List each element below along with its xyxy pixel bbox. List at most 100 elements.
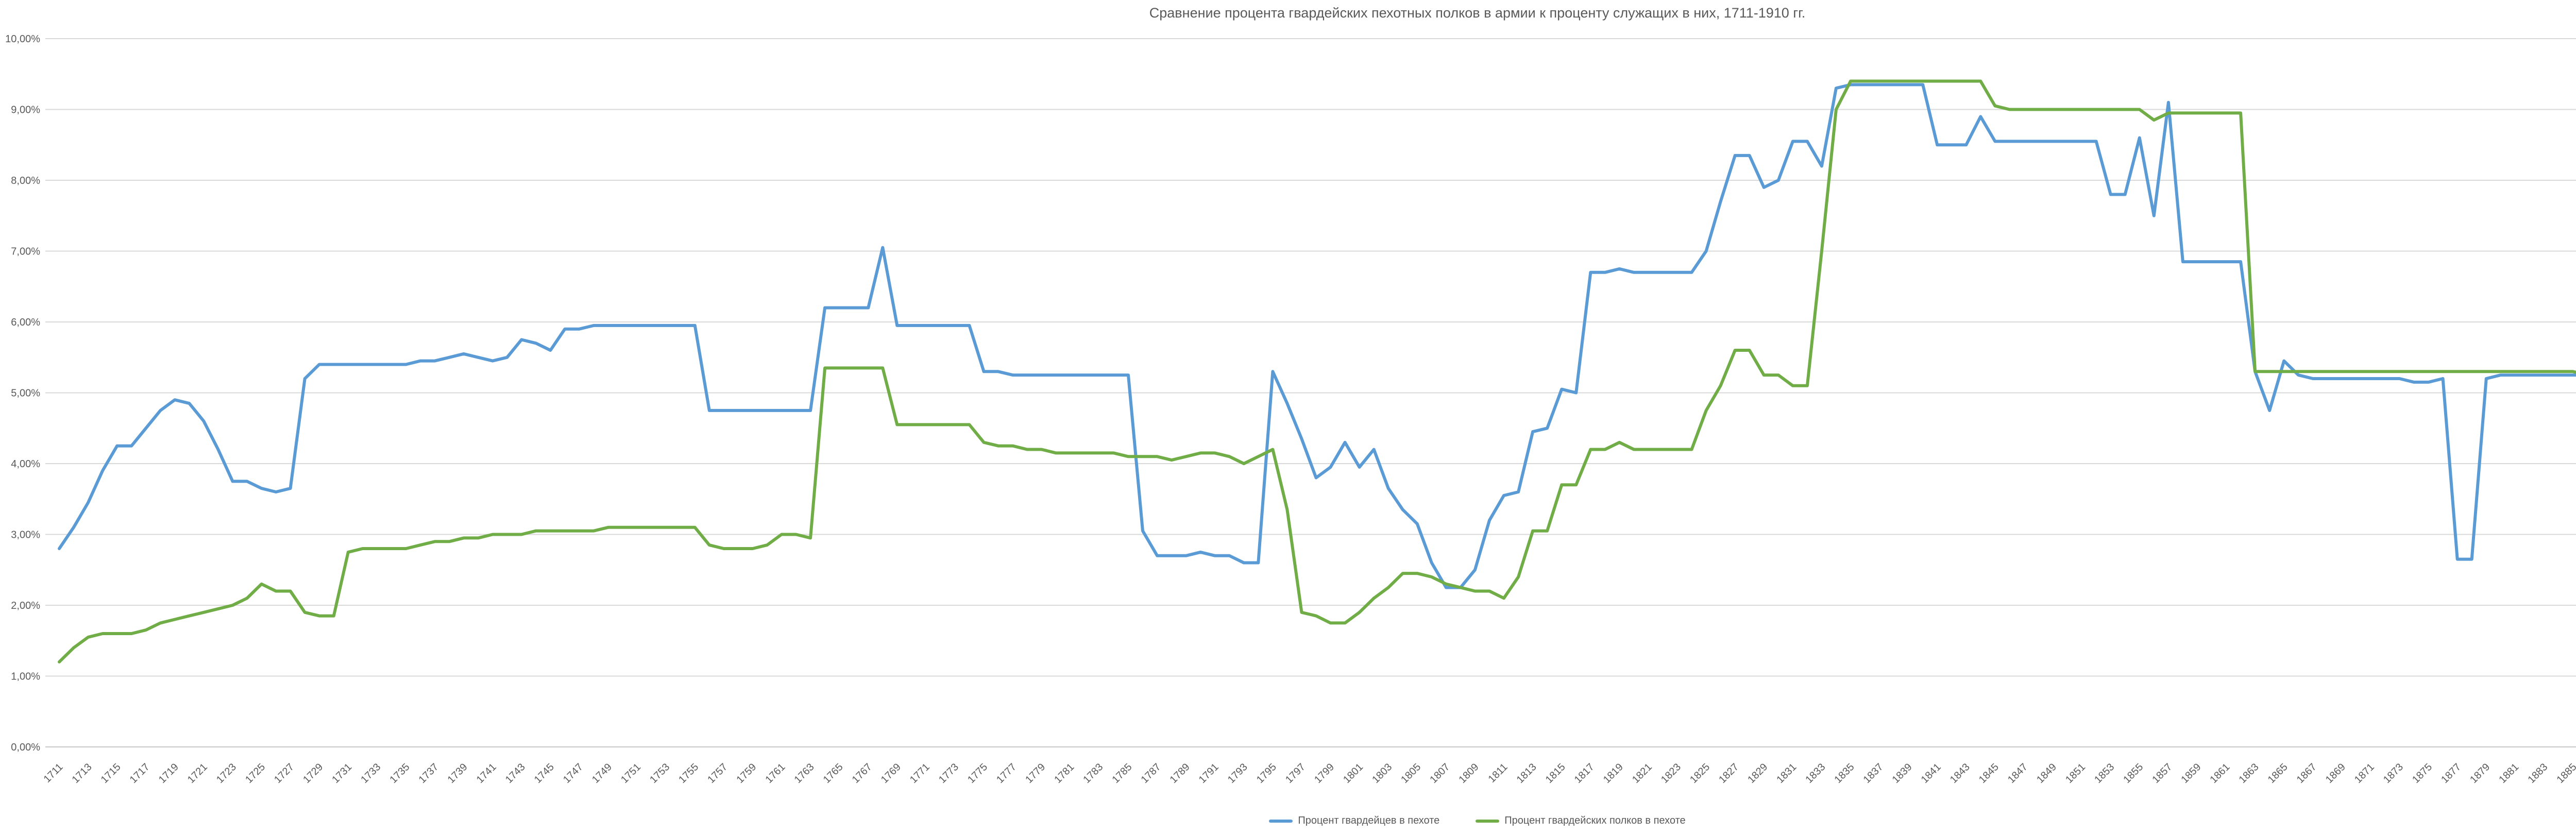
- x-tick-label: 1883: [2526, 761, 2550, 786]
- x-tick-label: 1721: [185, 761, 210, 786]
- x-tick-label: 1819: [1601, 761, 1625, 786]
- y-tick-label: 10,00%: [5, 33, 40, 45]
- x-tick-label: 1763: [792, 761, 817, 786]
- x-tick-label: 1755: [676, 761, 701, 786]
- x-tick-label: 1725: [243, 761, 267, 786]
- x-tick-label: 1735: [387, 761, 412, 786]
- x-tick-label: 1733: [359, 761, 383, 786]
- y-tick-label: 5,00%: [11, 388, 40, 399]
- x-tick-label: 1783: [1081, 761, 1105, 786]
- x-tick-label: 1787: [1139, 761, 1163, 786]
- chart-title: Сравнение процента гвардейских пехотных …: [1149, 5, 1806, 21]
- y-tick-label: 8,00%: [11, 175, 40, 186]
- x-tick-label: 1833: [1803, 761, 1827, 786]
- x-tick-label: 1789: [1168, 761, 1192, 786]
- x-tick-label: 1729: [301, 761, 325, 786]
- x-tick-label: 1753: [648, 761, 672, 786]
- x-tick-label: 1803: [1370, 761, 1394, 786]
- legend-line-blue-icon: [1269, 819, 1293, 823]
- x-tick-label: 1757: [705, 761, 730, 786]
- legend-item-guardsmen[interactable]: Процент гвардейцев в пехоте: [1269, 815, 1439, 827]
- x-tick-label: 1807: [1428, 761, 1452, 786]
- x-tick-label: 1857: [2150, 761, 2174, 786]
- x-tick-label: 1761: [764, 761, 788, 786]
- x-tick-label: 1773: [937, 761, 961, 786]
- series-line-guardsmen: [58, 83, 2576, 589]
- x-tick-label: 1885: [2555, 761, 2576, 786]
- series-line-regiments: [58, 79, 2576, 663]
- x-tick-label: 1841: [1919, 761, 1943, 786]
- y-tick-label: 3,00%: [11, 530, 40, 541]
- x-tick-label: 1845: [1977, 761, 2001, 786]
- x-tick-label: 1743: [503, 761, 528, 786]
- x-tick-label: 1717: [128, 761, 152, 786]
- y-tick-label: 7,00%: [11, 246, 40, 258]
- y-tick-label: 4,00%: [11, 458, 40, 470]
- x-tick-label: 1715: [99, 761, 123, 786]
- legend-label-guardsmen: Процент гвардейцев в пехоте: [1298, 815, 1440, 826]
- x-tick-label: 1815: [1544, 761, 1568, 786]
- x-tick-label: 1861: [2208, 761, 2232, 786]
- x-tick-label: 1871: [2352, 761, 2377, 786]
- x-tick-label: 1853: [2092, 761, 2116, 786]
- x-tick-label: 1827: [1717, 761, 1741, 786]
- x-tick-label: 1713: [70, 761, 94, 786]
- x-tick-label: 1723: [214, 761, 239, 786]
- x-tick-label: 1719: [157, 761, 181, 786]
- x-tick-label: 1843: [1948, 761, 1972, 786]
- legend-item-regiments[interactable]: Процент гвардейских полков в пехоте: [1476, 815, 1686, 827]
- x-tick-label: 1847: [2006, 761, 2030, 786]
- x-tick-label: 1839: [1890, 761, 1914, 786]
- x-tick-label: 1747: [561, 761, 585, 786]
- x-tick-label: 1831: [1774, 761, 1799, 786]
- x-axis-tick-labels: 1711 1713 1715 1717 1719 1721 1723 1725 1727 1729…: [42, 761, 2576, 786]
- x-tick-label: 1877: [2439, 761, 2463, 786]
- x-tick-label: 1811: [1486, 761, 1510, 785]
- x-tick-label: 1821: [1630, 761, 1654, 786]
- x-tick-label: 1829: [1745, 761, 1770, 786]
- x-tick-label: 1875: [2410, 761, 2434, 786]
- x-tick-label: 1795: [1255, 761, 1279, 786]
- y-gridlines: [45, 38, 2576, 747]
- y-tick-label: 2,00%: [11, 600, 40, 611]
- x-tick-label: 1835: [1832, 761, 1856, 786]
- x-tick-label: 1711: [42, 761, 65, 785]
- x-tick-label: 1727: [272, 761, 296, 786]
- x-tick-label: 1859: [2179, 761, 2203, 786]
- x-tick-label: 1731: [330, 761, 354, 786]
- x-tick-label: 1767: [850, 761, 874, 786]
- y-tick-label: 1,00%: [11, 671, 40, 683]
- x-tick-label: 1825: [1688, 761, 1712, 786]
- x-tick-label: 1797: [1283, 761, 1308, 786]
- x-tick-label: 1869: [2324, 761, 2348, 786]
- x-tick-label: 1791: [1197, 761, 1221, 786]
- x-tick-label: 1785: [1110, 761, 1134, 786]
- x-tick-label: 1867: [2295, 761, 2319, 786]
- x-tick-label: 1793: [1226, 761, 1250, 786]
- x-tick-label: 1749: [590, 761, 614, 786]
- x-tick-label: 1779: [1023, 761, 1047, 786]
- x-tick-label: 1781: [1052, 761, 1076, 786]
- x-tick-label: 1837: [1861, 761, 1886, 786]
- x-tick-label: 1741: [474, 761, 499, 786]
- y-axis-tick-labels: 0,00% 1,00% 2,00% 3,00% 4,00% 5,00% 6,00% 7,00%…: [5, 33, 40, 753]
- x-tick-label: 1775: [965, 761, 990, 786]
- x-tick-label: 1759: [734, 761, 758, 786]
- y-tick-label: 6,00%: [11, 317, 40, 328]
- x-tick-label: 1813: [1515, 761, 1539, 786]
- x-tick-label: 1851: [2063, 761, 2088, 786]
- x-tick-label: 1739: [446, 761, 470, 786]
- x-tick-label: 1751: [619, 761, 643, 786]
- x-tick-label: 1809: [1456, 761, 1481, 786]
- chart-legend: Процент гвардейцев в пехоте Процент гвар…: [0, 815, 2576, 827]
- x-tick-label: 1879: [2468, 761, 2492, 786]
- x-tick-label: 1873: [2381, 761, 2405, 786]
- x-tick-label: 1817: [1572, 761, 1597, 786]
- x-tick-label: 1855: [2121, 761, 2145, 786]
- x-tick-label: 1769: [879, 761, 903, 786]
- x-tick-label: 1737: [417, 761, 441, 786]
- x-tick-label: 1849: [2035, 761, 2059, 786]
- x-tick-label: 1863: [2237, 761, 2261, 786]
- x-tick-label: 1805: [1399, 761, 1423, 786]
